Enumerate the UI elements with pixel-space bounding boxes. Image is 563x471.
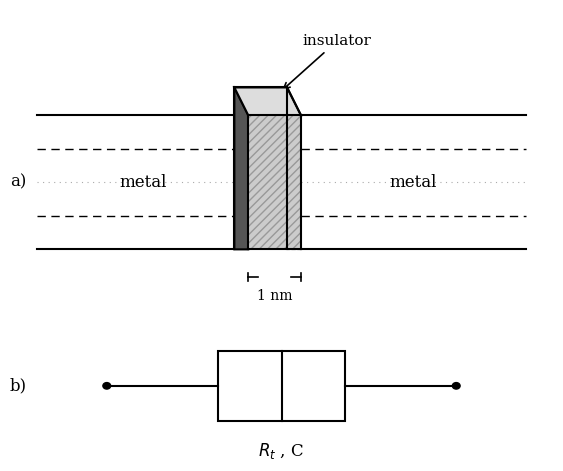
Bar [248, 115, 301, 249]
Text: metal: metal [390, 174, 437, 191]
Text: 1 nm: 1 nm [257, 289, 292, 303]
Text: $R_t$ , C: $R_t$ , C [258, 441, 305, 461]
Text: a): a) [10, 174, 26, 191]
Bar [218, 351, 345, 421]
Circle shape [452, 382, 460, 389]
Polygon shape [234, 88, 301, 115]
Text: b): b) [10, 377, 27, 394]
Circle shape [103, 382, 111, 389]
Bar [248, 115, 301, 249]
Text: insulator: insulator [284, 34, 372, 89]
Text: metal: metal [119, 174, 167, 191]
Polygon shape [234, 88, 248, 249]
